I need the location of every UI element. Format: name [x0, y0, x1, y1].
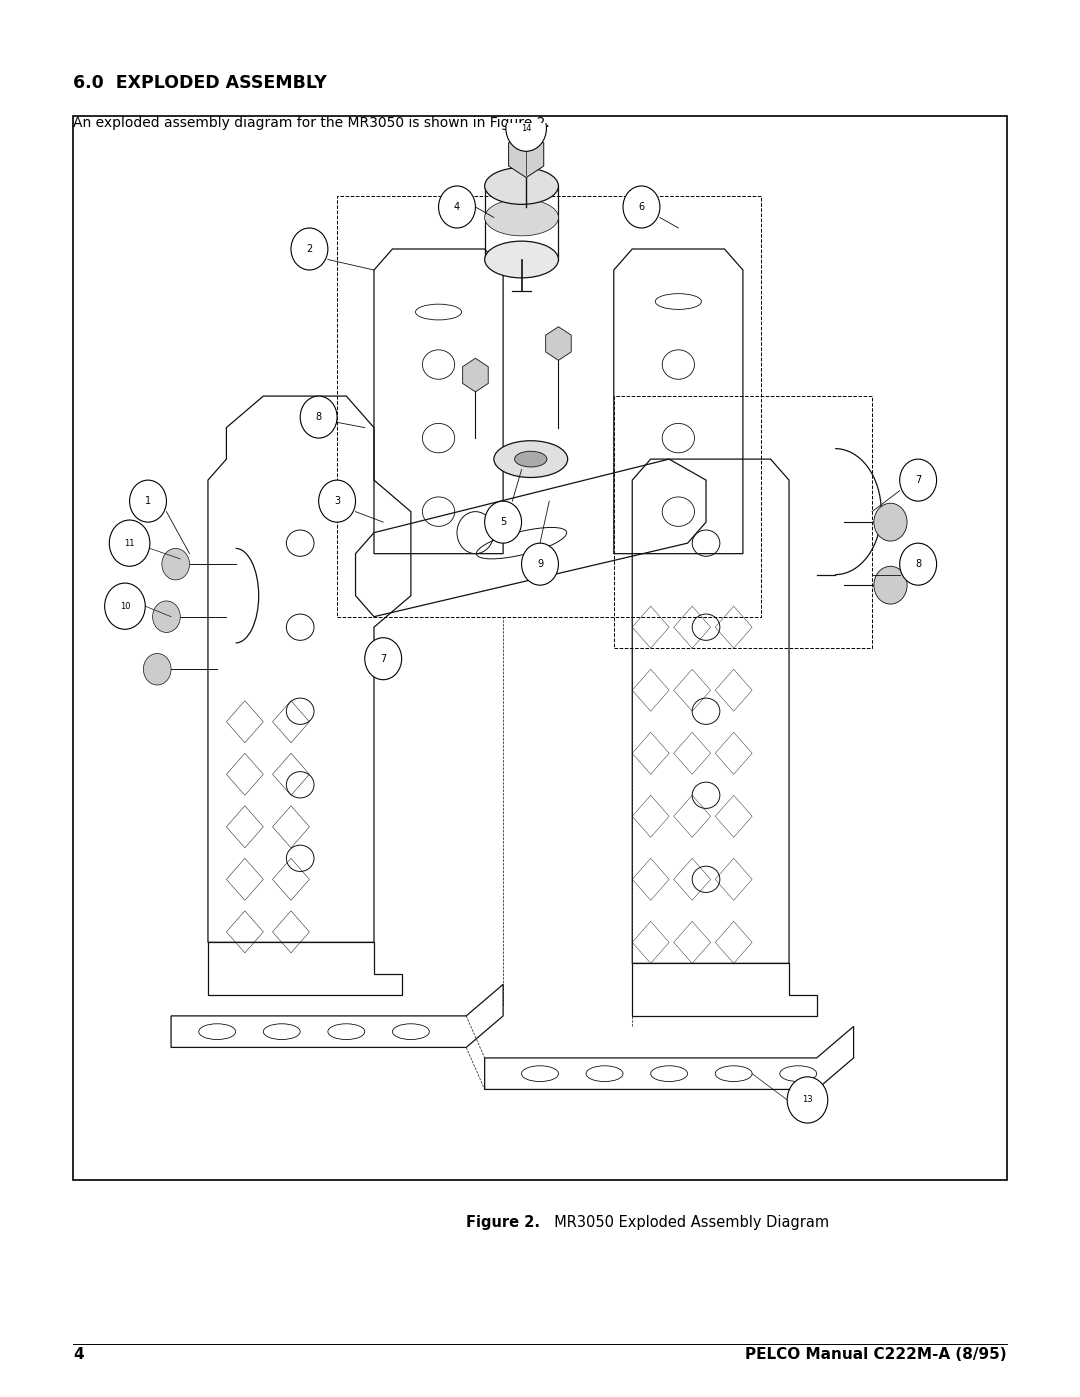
Text: PELCO Manual C222M-A (8/95): PELCO Manual C222M-A (8/95) — [745, 1347, 1007, 1362]
Text: An exploded assembly diagram for the MR3050 is shown in Figure 2.: An exploded assembly diagram for the MR3… — [73, 116, 550, 130]
Text: 10: 10 — [120, 602, 131, 610]
Ellipse shape — [485, 200, 558, 236]
Circle shape — [874, 503, 907, 541]
Bar — [73, 116, 1007, 1180]
Text: 8: 8 — [315, 412, 322, 422]
Circle shape — [144, 654, 171, 685]
Text: 6: 6 — [638, 203, 645, 212]
Text: 5: 5 — [500, 517, 507, 527]
Circle shape — [365, 637, 402, 680]
Text: 2: 2 — [307, 244, 312, 254]
Circle shape — [438, 186, 475, 228]
Circle shape — [130, 481, 166, 522]
Text: 8: 8 — [915, 559, 921, 569]
Circle shape — [787, 1077, 827, 1123]
Ellipse shape — [494, 440, 568, 478]
Circle shape — [109, 520, 150, 566]
Circle shape — [623, 186, 660, 228]
Bar — [613, 397, 872, 648]
Text: 9: 9 — [537, 559, 543, 569]
Text: 13: 13 — [802, 1095, 813, 1105]
Text: Figure 2.: Figure 2. — [465, 1215, 540, 1231]
Circle shape — [319, 481, 355, 522]
Circle shape — [485, 502, 522, 543]
Text: 6.0  EXPLODED ASSEMBLY: 6.0 EXPLODED ASSEMBLY — [73, 74, 327, 92]
Text: 7: 7 — [915, 475, 921, 485]
Circle shape — [152, 601, 180, 633]
Text: MR3050 Exploded Assembly Diagram: MR3050 Exploded Assembly Diagram — [545, 1215, 829, 1231]
Text: 1: 1 — [145, 496, 151, 506]
Text: 11: 11 — [124, 539, 135, 548]
Circle shape — [291, 228, 328, 270]
Circle shape — [105, 583, 145, 629]
Text: 14: 14 — [521, 124, 531, 133]
Ellipse shape — [485, 242, 558, 278]
Text: 7: 7 — [380, 654, 387, 664]
Circle shape — [162, 549, 189, 580]
Ellipse shape — [485, 168, 558, 204]
Circle shape — [522, 543, 558, 585]
Text: 4: 4 — [73, 1347, 84, 1362]
Circle shape — [900, 460, 936, 502]
Text: 4: 4 — [454, 203, 460, 212]
Circle shape — [505, 105, 546, 151]
Circle shape — [300, 397, 337, 439]
Circle shape — [874, 566, 907, 604]
Bar — [337, 197, 761, 616]
Text: 3: 3 — [334, 496, 340, 506]
Ellipse shape — [515, 451, 546, 467]
Circle shape — [900, 543, 936, 585]
